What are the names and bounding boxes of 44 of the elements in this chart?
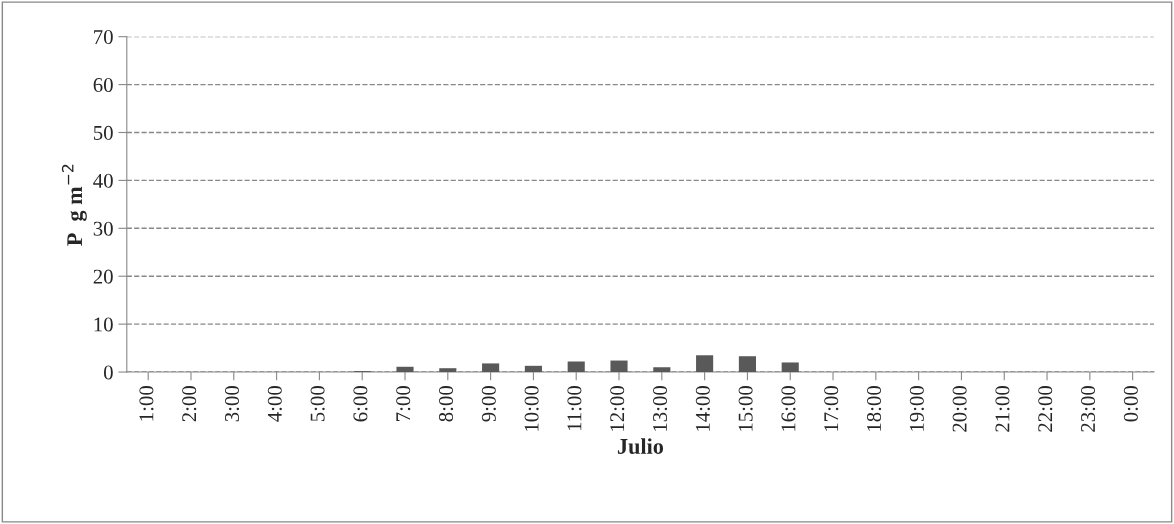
bar <box>567 361 585 373</box>
x-tick-label: 17:00 <box>824 386 839 431</box>
x-tick-label: 3:00 <box>224 386 240 422</box>
y-tick-label: 70 <box>94 30 113 45</box>
x-tick-label: 7:00 <box>396 386 411 421</box>
x-tick-label: 23:00 <box>1080 386 1096 432</box>
x-tick-label: 0:00 <box>1123 386 1138 422</box>
x-tick-label: 5:00 <box>310 386 325 422</box>
x-tick-label: 13:00 <box>652 386 668 431</box>
y-tick-label: 60 <box>93 77 113 93</box>
bar <box>439 368 457 373</box>
x-tick-label: 18:00 <box>866 386 882 431</box>
y-tick-label: 30 <box>93 221 113 236</box>
bar <box>482 363 500 373</box>
x-tick-label: 19:00 <box>909 386 924 431</box>
y-tick-label: 50 <box>93 125 113 140</box>
bar <box>396 366 414 373</box>
bar <box>653 367 671 373</box>
x-tick-label: 11:00 <box>567 386 582 431</box>
x-tick-label: 12:00 <box>610 386 625 431</box>
y-axis-title: P g m$^{−2}$ <box>61 164 87 246</box>
x-tick-label: 21:00 <box>995 386 1010 432</box>
y-tick-label: 40 <box>93 173 113 188</box>
x-tick-label: 10:00 <box>524 386 539 431</box>
x-tick-label: 20:00 <box>952 386 967 432</box>
y-tick-label: 10 <box>94 317 113 332</box>
x-tick-label: 6:00 <box>353 386 368 422</box>
x-tick-label: 22:00 <box>1038 386 1053 432</box>
x-tick-label: 2:00 <box>182 386 197 422</box>
x-tick-label: 16:00 <box>781 386 796 431</box>
x-tick-label: 9:00 <box>481 386 496 422</box>
bar <box>781 362 799 373</box>
y-tick-label: 0 <box>103 365 113 380</box>
x-tick-label: 14:00 <box>695 386 710 431</box>
x-tick-label: 1:00 <box>139 386 154 421</box>
x-tick-label: 8:00 <box>438 386 454 422</box>
bar <box>738 356 756 373</box>
y-tick-label: 20 <box>93 269 113 284</box>
bar <box>696 355 714 373</box>
x-tick-label: 4:00 <box>267 386 282 422</box>
x-axis-title: Julio <box>617 438 664 454</box>
x-tick-label: 15:00 <box>738 386 753 431</box>
bar <box>610 360 628 373</box>
bar <box>524 365 542 373</box>
